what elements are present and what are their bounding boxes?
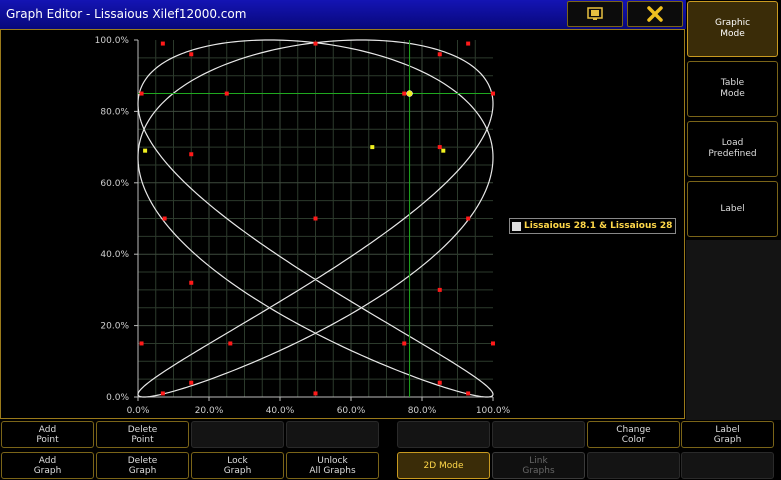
2d-mode-button[interactable]: 2D Mode [397, 452, 490, 479]
graph-point[interactable] [189, 52, 194, 57]
close-icon [647, 6, 663, 22]
graph-point[interactable] [466, 391, 471, 396]
chart-crosshair [138, 40, 493, 397]
x-tick-label: 80.0% [408, 406, 437, 416]
y-tick-label: 80.0% [100, 107, 129, 117]
y-tick-label: 0.0% [106, 393, 129, 403]
delete-graph-button[interactable]: Delete Graph [96, 452, 189, 479]
graph-point-highlighted[interactable] [370, 145, 375, 150]
graph-point[interactable] [437, 145, 442, 150]
graph-point[interactable] [313, 216, 318, 221]
graph-point[interactable] [139, 341, 144, 346]
x-tick-label: 60.0% [337, 406, 366, 416]
graph-point[interactable] [491, 341, 495, 346]
screen-button[interactable] [567, 1, 623, 27]
title-bar: Graph Editor - Lissaious Xilef12000.com [0, 0, 686, 29]
empty-slot [492, 421, 585, 448]
graph-point[interactable] [402, 341, 407, 346]
graph-point[interactable] [437, 287, 442, 292]
sidebar-item-table-mode[interactable]: Table Mode [687, 61, 778, 117]
delete-point-button[interactable]: Delete Point [96, 421, 189, 448]
lissajous-chart[interactable]: 0.0% 20.0% 40.0% 60.0% 80.0% 100.0% 100.0% 80.0… [0, 0, 685, 419]
graph-point[interactable] [189, 280, 194, 285]
lock-graph-button[interactable]: Lock Graph [191, 452, 284, 479]
x-tick-label: 0.0% [127, 406, 150, 416]
graph-point[interactable] [313, 41, 318, 46]
selected-point[interactable] [406, 90, 413, 97]
y-tick-label: 60.0% [100, 179, 129, 189]
empty-slot [397, 421, 490, 448]
add-point-button[interactable]: Add Point [1, 421, 94, 448]
empty-slot [286, 421, 379, 448]
link-graphs-button[interactable]: Link Graphs [492, 452, 585, 479]
sidebar-item-graphic-mode[interactable]: Graphic Mode [687, 1, 778, 57]
screen-icon [587, 7, 603, 20]
graph-point[interactable] [160, 41, 165, 46]
sidebar-item-label[interactable]: Label [687, 181, 778, 237]
empty-slot [587, 452, 680, 479]
legend-label: Lissaious 28.1 & Lissaious 28 [524, 221, 673, 231]
graph-point-highlighted[interactable] [441, 148, 446, 153]
y-tick-label: 20.0% [100, 322, 129, 332]
chart-points-layer[interactable] [139, 41, 495, 396]
graph-point[interactable] [466, 41, 471, 46]
y-tick-label: 40.0% [100, 250, 129, 260]
graph-point[interactable] [402, 91, 407, 96]
graph-point[interactable] [139, 91, 144, 96]
add-graph-button[interactable]: Add Graph [1, 452, 94, 479]
graph-point-highlighted[interactable] [143, 148, 148, 153]
empty-slot [191, 421, 284, 448]
chart-curve-layer [137, 39, 494, 398]
graph-point[interactable] [224, 91, 229, 96]
graph-point[interactable] [491, 91, 495, 96]
x-tick-label: 100.0% [476, 406, 511, 416]
lissajous-curve [137, 39, 494, 398]
graph-point[interactable] [466, 216, 471, 221]
window-title: Graph Editor - Lissaious Xilef12000.com [6, 7, 247, 21]
label-graph-button[interactable]: Label Graph [681, 421, 774, 448]
y-tick-label: 100.0% [95, 36, 130, 46]
graph-point[interactable] [162, 216, 167, 221]
graph-point[interactable] [160, 391, 165, 396]
graph-point[interactable] [313, 391, 318, 396]
graph-point[interactable] [228, 341, 233, 346]
graph-point[interactable] [437, 380, 442, 385]
graph-legend[interactable]: Lissaious 28.1 & Lissaious 28 [509, 218, 677, 234]
graph-point[interactable] [189, 152, 194, 157]
legend-swatch [512, 221, 521, 231]
graph-point[interactable] [437, 52, 442, 57]
close-button[interactable] [627, 1, 683, 27]
unlock-all-graphs-button[interactable]: Unlock All Graphs [286, 452, 379, 479]
change-color-button[interactable]: Change Color [587, 421, 680, 448]
chart-grid [138, 40, 493, 397]
x-tick-label: 20.0% [195, 406, 224, 416]
empty-slot [681, 452, 774, 479]
sidebar-background [686, 240, 781, 420]
x-tick-label: 40.0% [266, 406, 295, 416]
graph-point[interactable] [189, 380, 194, 385]
sidebar-item-load-predefined[interactable]: Load Predefined [687, 121, 778, 177]
